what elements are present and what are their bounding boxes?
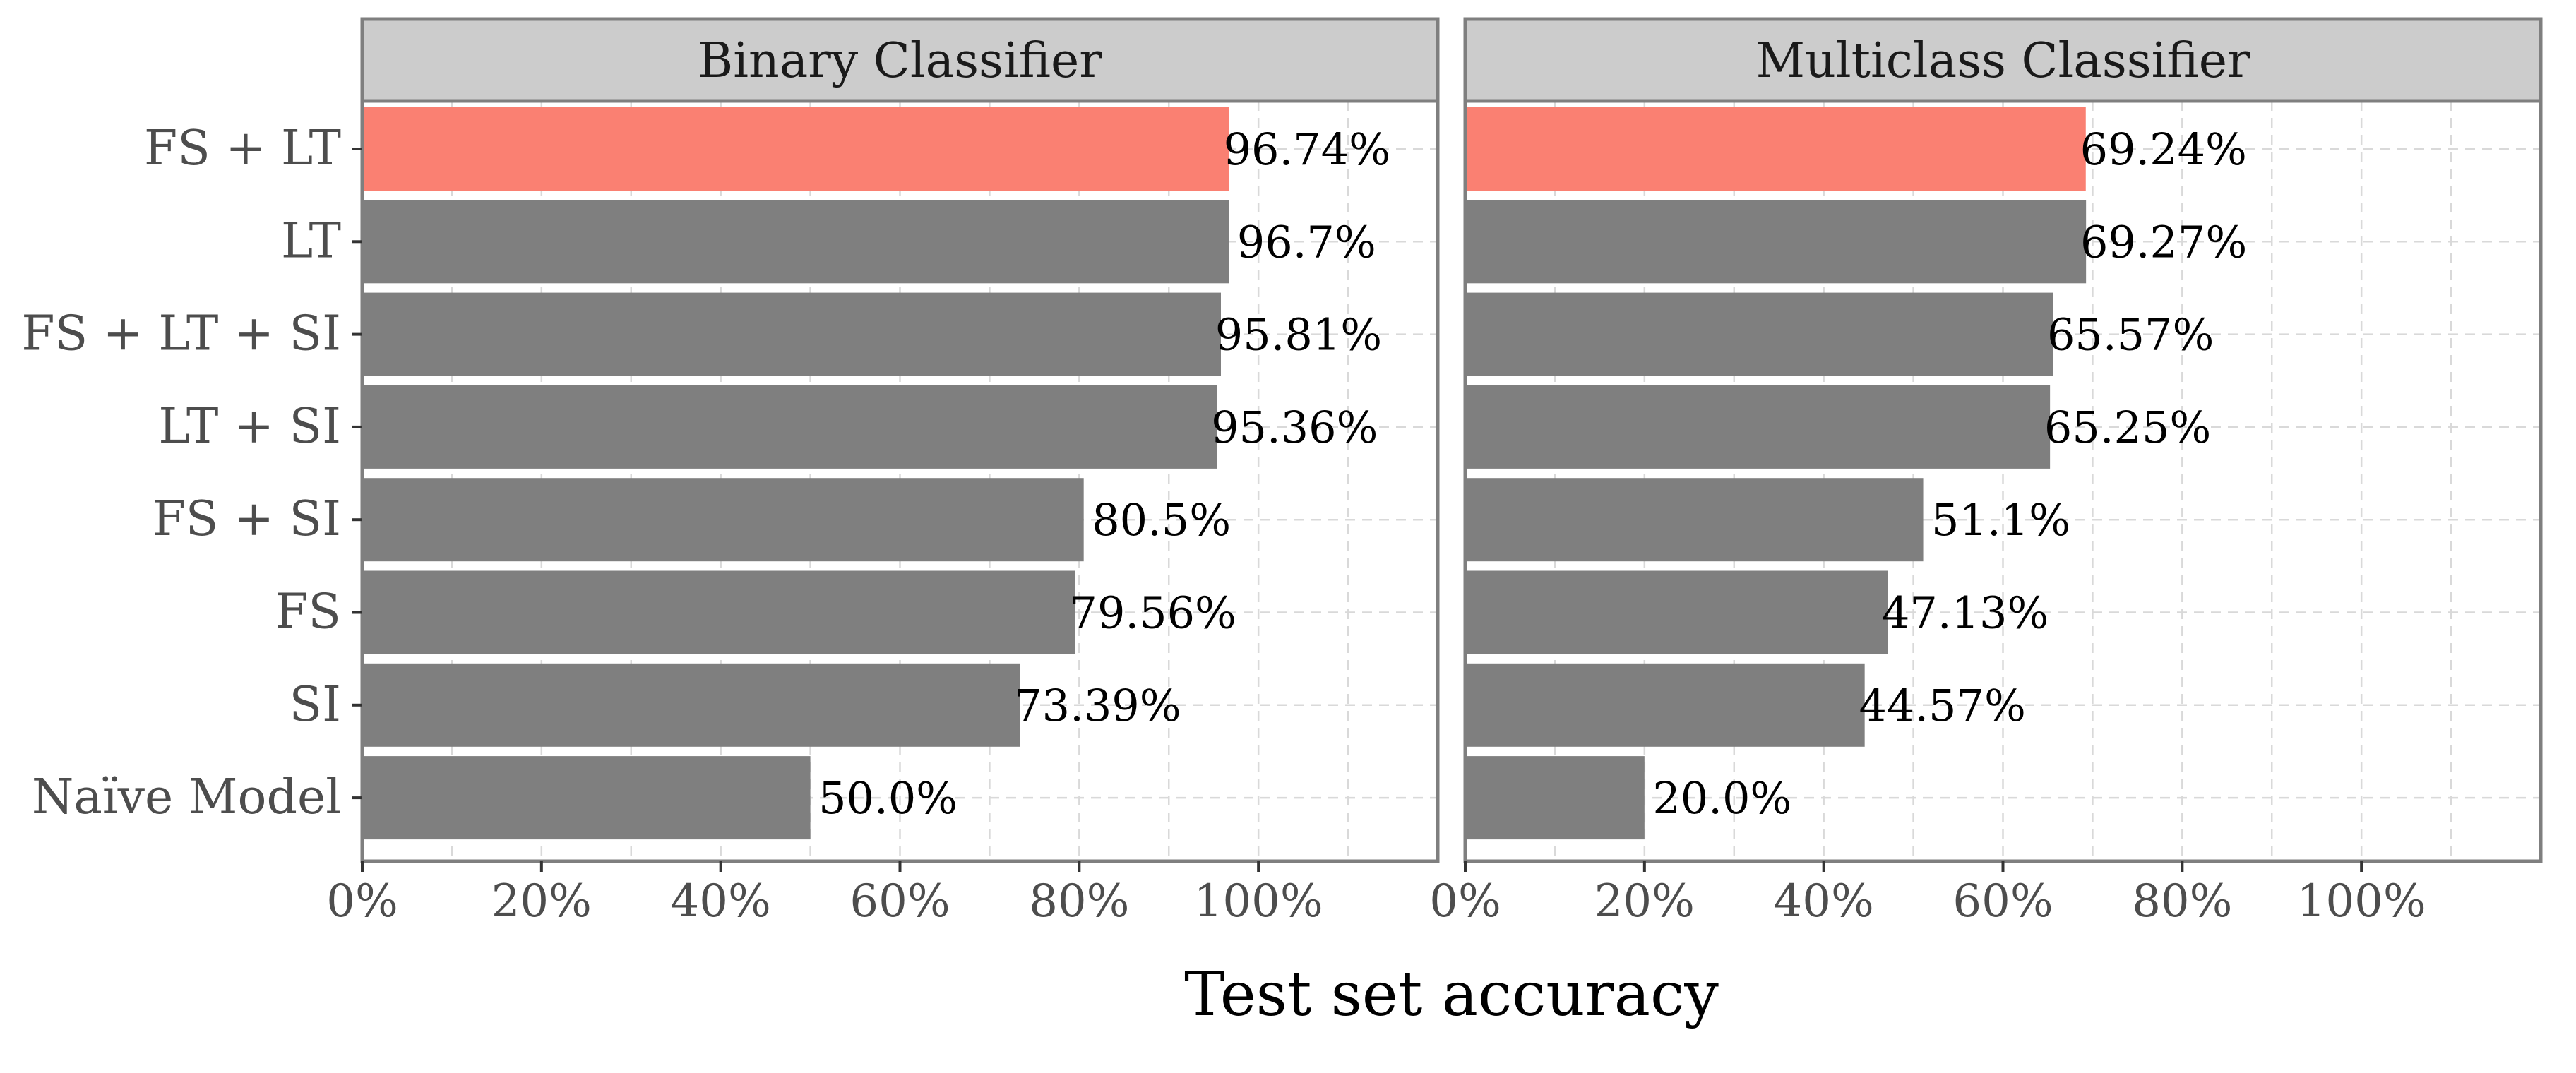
bar — [362, 570, 1075, 654]
bar — [1465, 200, 2087, 284]
facet-title: Binary Classifier — [698, 33, 1102, 89]
bar — [1465, 663, 1865, 747]
data-label: 96.7% — [1237, 216, 1376, 268]
y-tick-label: LT + SI — [158, 399, 341, 455]
bar — [362, 663, 1020, 747]
data-label: 80.5% — [1092, 494, 1231, 546]
facet-title: Multiclass Classifier — [1756, 33, 2250, 89]
x-tick-label: 40% — [1774, 875, 1874, 928]
y-tick-label: FS + SI — [153, 491, 341, 547]
data-label: 20.0% — [1652, 772, 1791, 824]
x-axis-title: Test set accuracy — [1184, 959, 1719, 1030]
data-label: 69.24% — [2080, 124, 2247, 175]
data-label: 47.13% — [1882, 587, 2049, 639]
data-label: 95.81% — [1215, 309, 1382, 361]
x-tick-label: 0% — [326, 875, 398, 928]
x-tick-label: 0% — [1429, 875, 1501, 928]
y-tick-label: FS — [275, 585, 341, 640]
y-tick-label: SI — [290, 677, 341, 733]
bar — [362, 292, 1221, 376]
bar — [1465, 570, 1888, 654]
bar — [1465, 756, 1645, 840]
data-label: 51.1% — [1931, 494, 2070, 546]
y-tick-label: FS + LT + SI — [21, 306, 341, 362]
bar — [1465, 292, 2053, 376]
x-tick-label: 100% — [1194, 875, 1323, 928]
bar-highlight — [1465, 107, 2086, 191]
y-tick-label: FS + LT — [144, 121, 341, 176]
facet-strip — [1463, 17, 2543, 103]
bar-highlight — [362, 107, 1229, 191]
x-tick-label: 60% — [849, 875, 950, 928]
x-tick-label: 20% — [491, 875, 592, 928]
y-tick-label: LT — [281, 213, 341, 269]
data-label: 79.56% — [1070, 587, 1236, 639]
bar — [1465, 385, 2051, 469]
data-label: 69.27% — [2080, 216, 2247, 268]
x-tick-label: 80% — [1029, 875, 1129, 928]
data-label: 73.39% — [1014, 680, 1181, 731]
data-label: 65.57% — [2047, 309, 2214, 361]
data-label: 65.25% — [2044, 402, 2211, 453]
x-tick-label: 100% — [2297, 875, 2426, 928]
bar — [362, 200, 1229, 284]
x-tick-label: 20% — [1594, 875, 1695, 928]
data-label: 50.0% — [818, 772, 958, 824]
bar — [362, 756, 811, 840]
x-tick-label: 40% — [671, 875, 771, 928]
y-tick-label: Naïve Model — [32, 769, 341, 825]
x-tick-label: 80% — [2132, 875, 2232, 928]
bar — [362, 478, 1084, 562]
data-label: 95.36% — [1211, 402, 1378, 453]
bar — [362, 385, 1217, 469]
bar — [1465, 478, 1924, 562]
data-label: 96.74% — [1224, 124, 1390, 175]
data-label: 44.57% — [1859, 680, 2025, 731]
x-tick-label: 60% — [1952, 875, 2053, 928]
